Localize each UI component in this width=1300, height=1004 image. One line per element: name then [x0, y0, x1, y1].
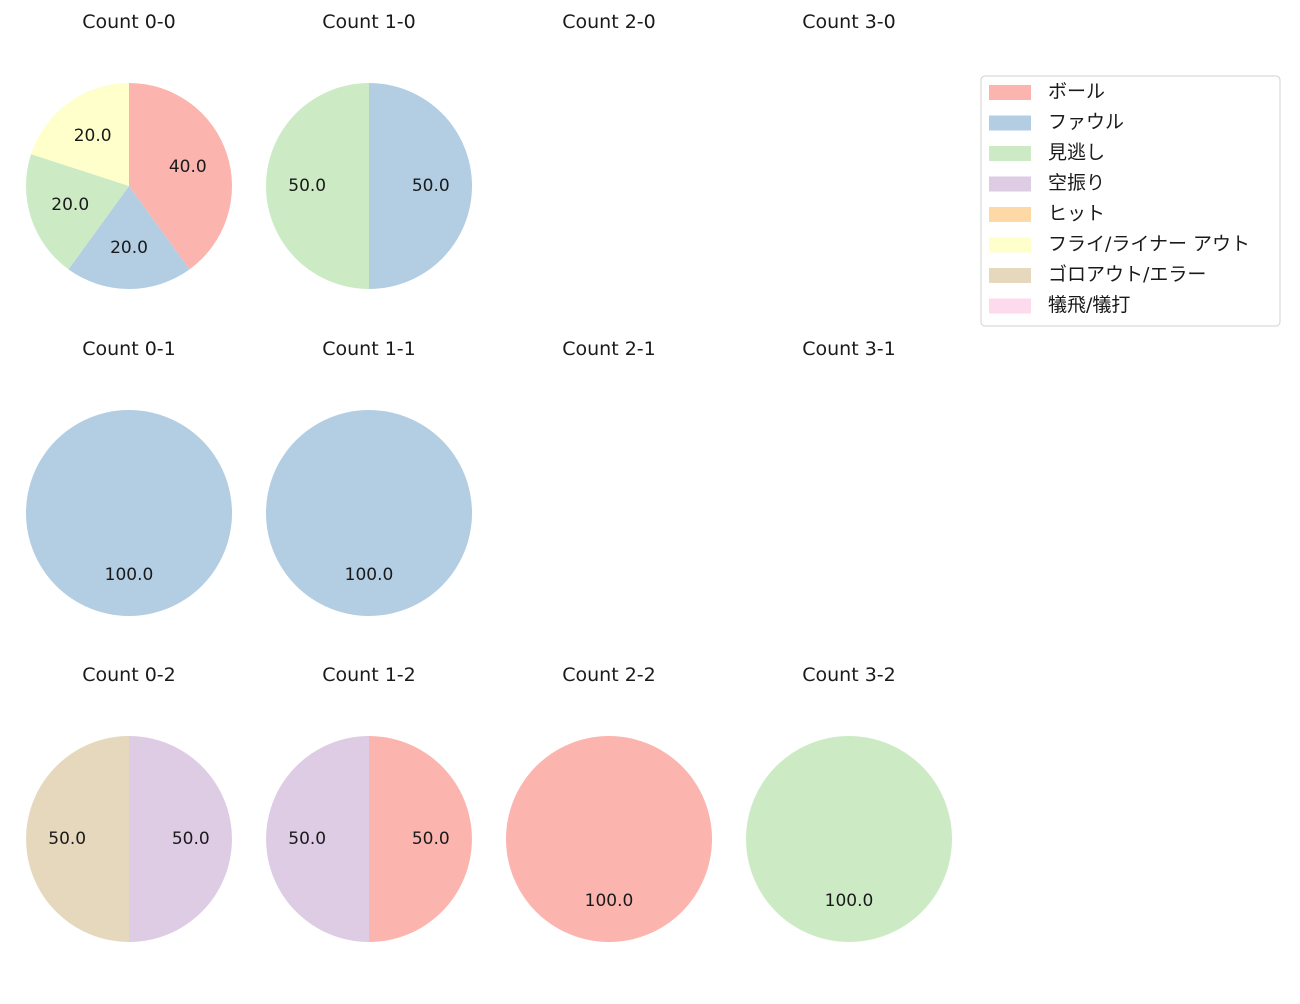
legend-label: 空振り	[1048, 172, 1105, 194]
legend-label: 犠飛/犠打	[1048, 294, 1130, 316]
pie-panel: Count 1-1 100.0	[266, 338, 472, 616]
pie-title: Count 2-0	[562, 11, 656, 33]
pie-title: Count 2-2	[562, 664, 656, 686]
pie-title: Count 0-1	[82, 338, 176, 360]
pie-slice	[129, 83, 232, 270]
pie-title: Count 1-0	[322, 11, 416, 33]
pie-slice	[506, 736, 712, 942]
pie-panel: Count 0-1 100.0	[26, 338, 232, 616]
legend-swatch	[989, 207, 1031, 222]
pie-title: Count 0-0	[82, 11, 176, 33]
legend-swatch	[989, 85, 1031, 100]
pie-panel: Count 3-2 100.0	[746, 664, 952, 942]
pie-slice-label: 20.0	[74, 126, 112, 146]
legend-swatch	[989, 237, 1031, 253]
pie-title: Count 1-1	[322, 338, 416, 360]
pie-panel: Count 2-0	[562, 11, 656, 33]
legend-label: ファウル	[1048, 111, 1124, 133]
pie-slice	[26, 154, 130, 270]
legend-swatch	[989, 146, 1031, 161]
legend-swatch	[989, 176, 1031, 192]
legend-label: 見逃し	[1048, 142, 1105, 164]
pie-slice-label: 50.0	[172, 829, 210, 849]
legend-label: ヒット	[1048, 203, 1105, 225]
pie-slice-label: 50.0	[48, 829, 86, 849]
pie-slice-label: 20.0	[110, 238, 148, 258]
pie-panel: Count 0-0 40.0 20.0 20.0 20.0	[26, 11, 232, 289]
legend-swatch	[989, 115, 1031, 131]
pie-panel: Count 1-0 50.0 50.0	[266, 11, 472, 289]
pie-slice-label: 100.0	[345, 565, 394, 585]
legend-label: ボール	[1048, 81, 1105, 103]
pie-slice	[26, 410, 232, 616]
legend-swatch	[989, 268, 1031, 283]
pie-slice-label: 100.0	[585, 891, 634, 911]
pie-slice	[369, 736, 472, 942]
pie-slice	[31, 83, 129, 186]
pie-title: Count 3-0	[802, 11, 896, 33]
legend-frame	[980, 75, 1281, 327]
pie-panel: Count 2-2 100.0	[506, 664, 712, 942]
pie-title: Count 3-2	[802, 664, 896, 686]
pie-slice-label: 40.0	[169, 157, 207, 177]
pie-slice	[266, 83, 369, 289]
legend-label: ゴロアウト/エラー	[1048, 264, 1206, 286]
pie-title: Count 3-1	[802, 338, 896, 360]
pie-title: Count 2-1	[562, 338, 656, 360]
pie-slice-label: 50.0	[412, 829, 450, 849]
pie-slice	[369, 83, 472, 289]
pie-slice-label: 20.0	[51, 195, 89, 215]
pie-title: Count 1-2	[322, 664, 416, 686]
pie-panel: Count 3-1	[802, 338, 896, 360]
pie-panel: Count 3-0	[802, 11, 896, 33]
pie-slice-label: 50.0	[412, 176, 450, 196]
pie-panel: Count 1-2 50.0 50.0	[266, 664, 472, 942]
pie-slice	[129, 736, 232, 942]
pie-panel: Count 2-1	[562, 338, 656, 360]
legend-label: フライ/ライナー アウト	[1048, 233, 1250, 255]
pie-slice-label: 100.0	[105, 565, 154, 585]
pie-slice-label: 100.0	[825, 891, 874, 911]
pie-slice	[746, 736, 952, 942]
pie-slice	[266, 410, 472, 616]
pie-slice-label: 50.0	[288, 176, 326, 196]
pie-slice	[266, 736, 369, 942]
pie-slice	[26, 736, 129, 942]
pie-title: Count 0-2	[82, 664, 176, 686]
pie-slice-label: 50.0	[288, 829, 326, 849]
pie-panel: Count 0-2 50.0 50.0	[26, 664, 232, 942]
pie-slice	[68, 186, 190, 289]
legend-swatch	[989, 298, 1031, 314]
